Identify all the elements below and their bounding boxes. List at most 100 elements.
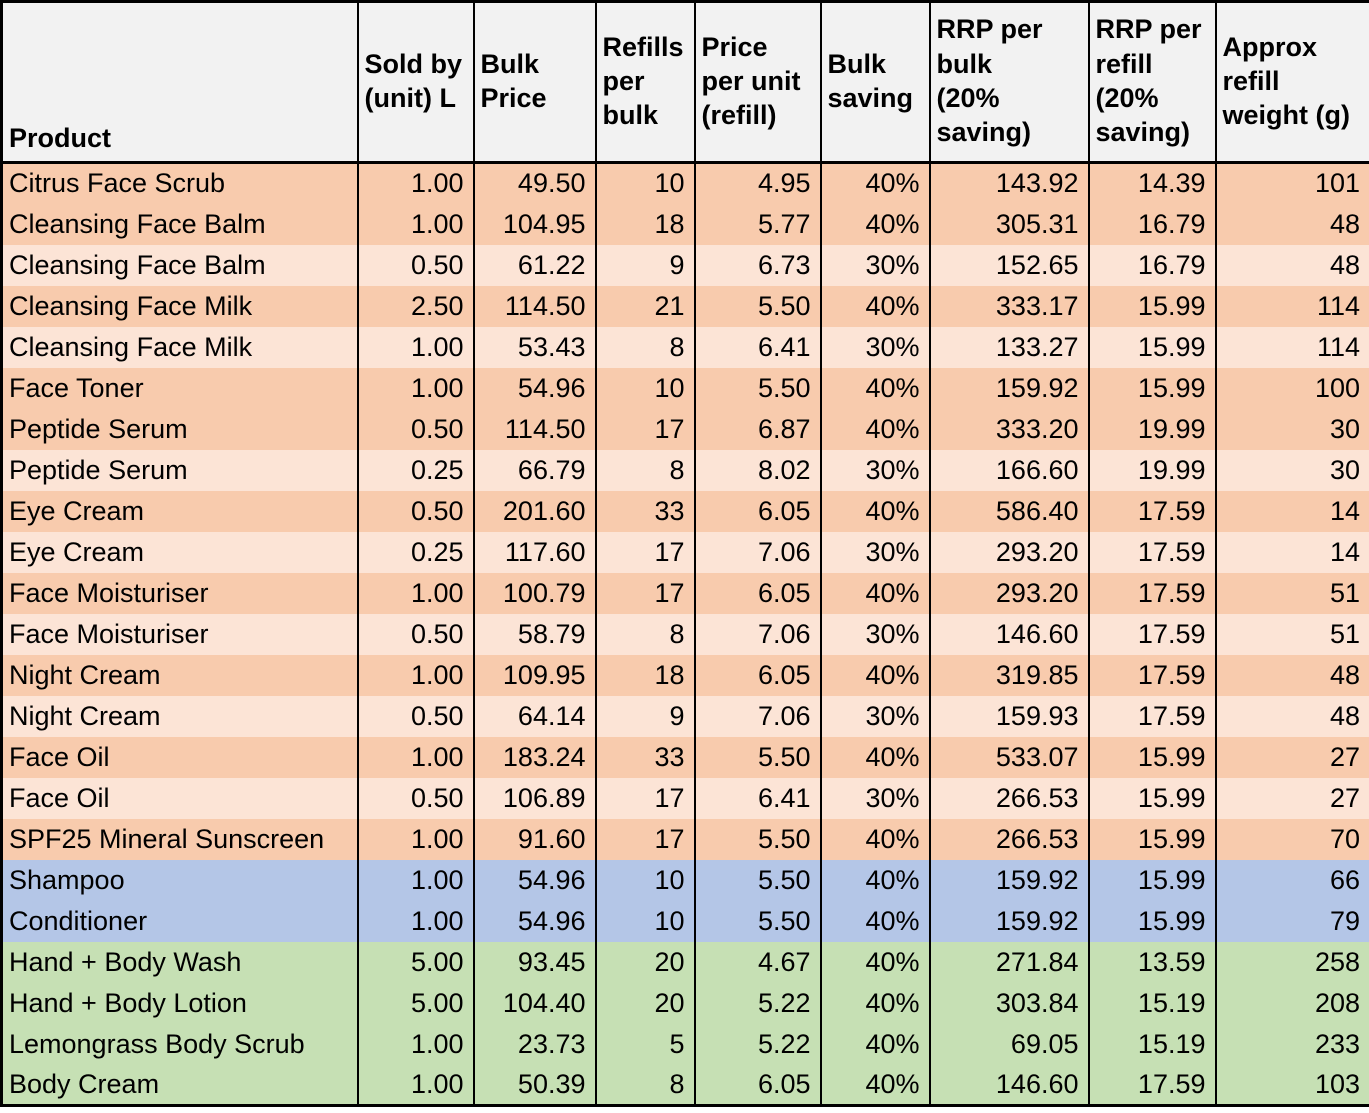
cell-bulk-price[interactable]: 54.96 xyxy=(472,859,596,901)
cell-bulk-price[interactable]: 23.73 xyxy=(472,1023,596,1065)
cell-refill-weight[interactable]: 27 xyxy=(1214,736,1369,778)
column-header-sold-by-unit[interactable]: Sold by (unit) L xyxy=(356,1,474,164)
cell-bulk-saving[interactable]: 40% xyxy=(819,285,930,327)
cell-rrp-per-bulk[interactable]: 159.92 xyxy=(928,859,1089,901)
cell-bulk-price[interactable]: 104.40 xyxy=(472,982,596,1024)
cell-price-per-unit[interactable]: 6.41 xyxy=(693,326,821,368)
cell-rrp-per-bulk[interactable]: 69.05 xyxy=(928,1023,1089,1065)
cell-rrp-per-bulk[interactable]: 133.27 xyxy=(928,326,1089,368)
cell-sold-by[interactable]: 1.00 xyxy=(356,818,474,860)
cell-rrp-per-refill[interactable]: 15.99 xyxy=(1087,777,1216,819)
cell-rrp-per-bulk[interactable]: 319.85 xyxy=(928,654,1089,696)
cell-bulk-saving[interactable]: 40% xyxy=(819,654,930,696)
cell-bulk-saving[interactable]: 40% xyxy=(819,859,930,901)
cell-bulk-price[interactable]: 109.95 xyxy=(472,654,596,696)
cell-rrp-per-refill[interactable]: 15.99 xyxy=(1087,326,1216,368)
cell-product[interactable]: Citrus Face Scrub xyxy=(1,162,358,204)
cell-bulk-saving[interactable]: 40% xyxy=(819,736,930,778)
cell-rrp-per-bulk[interactable]: 333.20 xyxy=(928,408,1089,450)
cell-refill-weight[interactable]: 114 xyxy=(1214,285,1369,327)
cell-rrp-per-bulk[interactable]: 146.60 xyxy=(928,613,1089,655)
cell-rrp-per-bulk[interactable]: 303.84 xyxy=(928,982,1089,1024)
cell-product[interactable]: Lemongrass Body Scrub xyxy=(1,1023,358,1065)
cell-rrp-per-bulk[interactable]: 293.20 xyxy=(928,572,1089,614)
cell-product[interactable]: Shampoo xyxy=(1,859,358,901)
cell-refill-weight[interactable]: 208 xyxy=(1214,982,1369,1024)
cell-rrp-per-refill[interactable]: 19.99 xyxy=(1087,449,1216,491)
cell-rrp-per-refill[interactable]: 13.59 xyxy=(1087,941,1216,983)
cell-product[interactable]: Cleansing Face Balm xyxy=(1,203,358,245)
column-header-product[interactable]: Product xyxy=(1,1,358,164)
cell-bulk-saving[interactable]: 30% xyxy=(819,777,930,819)
cell-sold-by[interactable]: 1.00 xyxy=(356,654,474,696)
cell-sold-by[interactable]: 0.50 xyxy=(356,244,474,286)
cell-refills[interactable]: 21 xyxy=(594,285,695,327)
cell-refills[interactable]: 17 xyxy=(594,572,695,614)
cell-bulk-price[interactable]: 100.79 xyxy=(472,572,596,614)
cell-rrp-per-refill[interactable]: 15.99 xyxy=(1087,736,1216,778)
cell-sold-by[interactable]: 0.50 xyxy=(356,408,474,450)
cell-rrp-per-refill[interactable]: 15.99 xyxy=(1087,818,1216,860)
cell-refills[interactable]: 17 xyxy=(594,818,695,860)
cell-rrp-per-bulk[interactable]: 159.93 xyxy=(928,695,1089,737)
cell-bulk-saving[interactable]: 30% xyxy=(819,326,930,368)
column-header-price-per-unit[interactable]: Price per unit (refill) xyxy=(693,1,821,164)
cell-bulk-saving[interactable]: 40% xyxy=(819,162,930,204)
cell-rrp-per-refill[interactable]: 15.99 xyxy=(1087,900,1216,942)
cell-refill-weight[interactable]: 51 xyxy=(1214,613,1369,655)
column-header-approx-refill-weight[interactable]: Approx refill weight (g) xyxy=(1214,1,1369,164)
cell-rrp-per-bulk[interactable]: 159.92 xyxy=(928,367,1089,409)
cell-bulk-saving[interactable]: 40% xyxy=(819,941,930,983)
cell-product[interactable]: Face Oil xyxy=(1,777,358,819)
cell-rrp-per-bulk[interactable]: 271.84 xyxy=(928,941,1089,983)
cell-bulk-price[interactable]: 201.60 xyxy=(472,490,596,532)
cell-bulk-price[interactable]: 58.79 xyxy=(472,613,596,655)
cell-sold-by[interactable]: 5.00 xyxy=(356,982,474,1024)
cell-price-per-unit[interactable]: 8.02 xyxy=(693,449,821,491)
cell-product[interactable]: SPF25 Mineral Sunscreen xyxy=(1,818,358,860)
cell-rrp-per-bulk[interactable]: 293.20 xyxy=(928,531,1089,573)
cell-product[interactable]: Cleansing Face Balm xyxy=(1,244,358,286)
column-header-rrp-per-bulk[interactable]: RRP per bulk (20% saving) xyxy=(928,1,1089,164)
cell-price-per-unit[interactable]: 7.06 xyxy=(693,695,821,737)
cell-sold-by[interactable]: 1.00 xyxy=(356,1064,474,1106)
cell-bulk-price[interactable]: 64.14 xyxy=(472,695,596,737)
cell-price-per-unit[interactable]: 6.87 xyxy=(693,408,821,450)
cell-rrp-per-refill[interactable]: 16.79 xyxy=(1087,244,1216,286)
cell-sold-by[interactable]: 0.50 xyxy=(356,613,474,655)
cell-refill-weight[interactable]: 30 xyxy=(1214,449,1369,491)
cell-refill-weight[interactable]: 51 xyxy=(1214,572,1369,614)
cell-bulk-price[interactable]: 183.24 xyxy=(472,736,596,778)
cell-rrp-per-refill[interactable]: 17.59 xyxy=(1087,1064,1216,1106)
cell-price-per-unit[interactable]: 5.50 xyxy=(693,859,821,901)
cell-product[interactable]: Eye Cream xyxy=(1,490,358,532)
cell-price-per-unit[interactable]: 5.50 xyxy=(693,367,821,409)
cell-sold-by[interactable]: 0.50 xyxy=(356,777,474,819)
cell-rrp-per-bulk[interactable]: 305.31 xyxy=(928,203,1089,245)
cell-rrp-per-bulk[interactable]: 533.07 xyxy=(928,736,1089,778)
cell-bulk-saving[interactable]: 30% xyxy=(819,531,930,573)
cell-bulk-price[interactable]: 91.60 xyxy=(472,818,596,860)
cell-price-per-unit[interactable]: 4.67 xyxy=(693,941,821,983)
cell-sold-by[interactable]: 1.00 xyxy=(356,900,474,942)
cell-product[interactable]: Peptide Serum xyxy=(1,408,358,450)
cell-bulk-saving[interactable]: 40% xyxy=(819,408,930,450)
cell-bulk-saving[interactable]: 40% xyxy=(819,900,930,942)
cell-refill-weight[interactable]: 48 xyxy=(1214,203,1369,245)
cell-rrp-per-refill[interactable]: 14.39 xyxy=(1087,162,1216,204)
cell-bulk-price[interactable]: 114.50 xyxy=(472,408,596,450)
cell-refill-weight[interactable]: 103 xyxy=(1214,1064,1369,1106)
cell-price-per-unit[interactable]: 7.06 xyxy=(693,531,821,573)
cell-refill-weight[interactable]: 48 xyxy=(1214,244,1369,286)
cell-price-per-unit[interactable]: 5.22 xyxy=(693,1023,821,1065)
cell-bulk-saving[interactable]: 40% xyxy=(819,367,930,409)
cell-bulk-saving[interactable]: 40% xyxy=(819,1023,930,1065)
cell-bulk-saving[interactable]: 40% xyxy=(819,1064,930,1106)
cell-product[interactable]: Face Moisturiser xyxy=(1,572,358,614)
cell-rrp-per-refill[interactable]: 15.19 xyxy=(1087,1023,1216,1065)
cell-rrp-per-refill[interactable]: 17.59 xyxy=(1087,572,1216,614)
cell-price-per-unit[interactable]: 5.22 xyxy=(693,982,821,1024)
cell-refill-weight[interactable]: 101 xyxy=(1214,162,1369,204)
cell-refill-weight[interactable]: 48 xyxy=(1214,654,1369,696)
cell-refills[interactable]: 9 xyxy=(594,695,695,737)
